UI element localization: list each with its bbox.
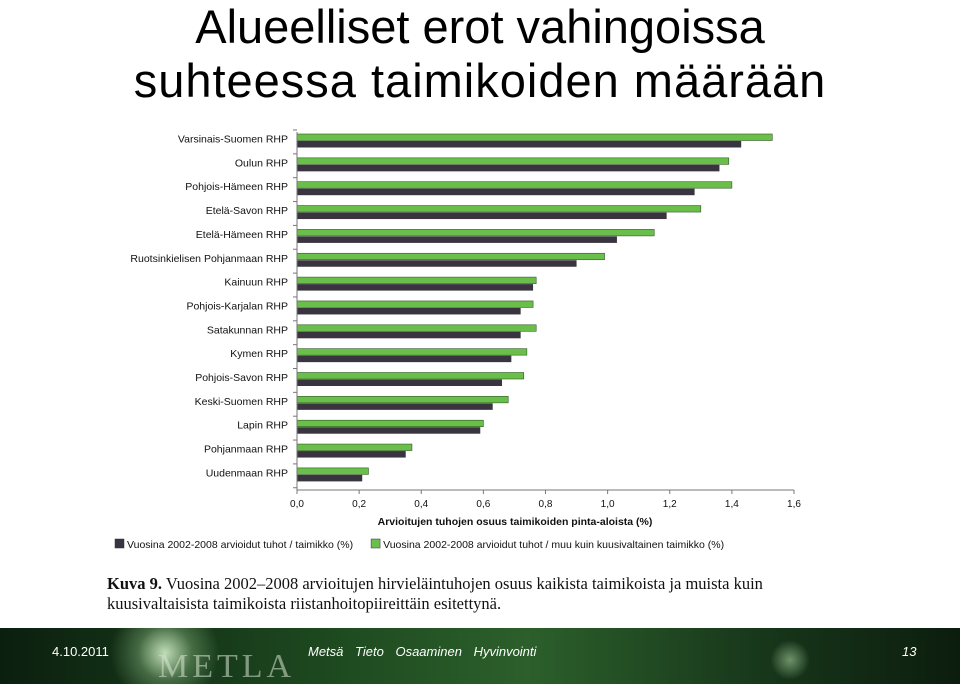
x-tick-label: 0,2	[352, 499, 366, 510]
bar-all-seedling-stands	[297, 164, 720, 172]
category-label: Pohjois-Savon RHP	[195, 372, 288, 384]
category-label: Etelä-Hämeen RHP	[196, 229, 288, 241]
x-tick-label: 1,6	[787, 499, 801, 510]
category-label: Ruotsinkielisen Pohjanmaan RHP	[130, 253, 288, 265]
chart-bars	[296, 133, 773, 482]
category-label: Keski-Suomen RHP	[195, 396, 288, 408]
bar-other-than-spruce	[296, 229, 655, 237]
bar-other-than-spruce	[296, 133, 773, 141]
category-label: Kainuun RHP	[224, 277, 288, 289]
slide-title-line-1: Alueelliset erot vahingoissa	[195, 0, 765, 53]
slide-title: Alueelliset erot vahingoissa suhteessa t…	[0, 0, 960, 126]
legend-swatch	[370, 538, 381, 549]
bar-other-than-spruce	[296, 419, 484, 428]
x-tick-label: 1,2	[663, 499, 677, 510]
legend-label: Vuosina 2002-2008 arvioidut tuhot / taim…	[127, 539, 353, 551]
bar-other-than-spruce	[296, 205, 702, 213]
bar-all-seedling-stands	[297, 451, 406, 458]
footer-tag: Tieto	[355, 644, 384, 659]
x-tick-label: 1,0	[601, 499, 615, 510]
bar-all-seedling-stands	[297, 379, 503, 386]
category-label: Lapin RHP	[237, 420, 288, 432]
caption-text: Vuosina 2002–2008 arvioitujen hirvieläin…	[107, 574, 763, 613]
category-label: Pohjanmaan RHP	[204, 444, 288, 456]
footer-light-decoration	[110, 628, 220, 684]
x-tick-label: 0,6	[476, 499, 490, 510]
footer-light-decoration-small	[770, 640, 810, 680]
x-tick-label: 0,8	[539, 499, 553, 510]
bar-other-than-spruce	[296, 276, 537, 284]
bar-other-than-spruce	[296, 324, 537, 332]
bar-other-than-spruce	[296, 252, 605, 261]
category-label: Varsinais-Suomen RHP	[178, 134, 288, 146]
x-axis-title: Arvioitujen tuhojen osuus taimikoiden pi…	[378, 516, 653, 528]
bar-all-seedling-stands	[297, 403, 493, 410]
bar-all-seedling-stands	[297, 212, 667, 220]
caption-label: Kuva 9.	[107, 574, 163, 593]
bar-all-seedling-stands	[297, 427, 481, 434]
bar-all-seedling-stands	[297, 236, 617, 243]
bar-other-than-spruce	[296, 372, 525, 380]
legend-label: Vuosina 2002-2008 arvioidut tuhot / muu …	[383, 539, 724, 551]
slide-title-line-2: suhteessa taimikoiden määrään	[133, 54, 827, 107]
category-label: Uudenmaan RHP	[206, 467, 288, 479]
footer-tag: Hyvinvointi	[473, 644, 537, 659]
bar-all-seedling-stands	[297, 284, 534, 291]
bar-other-than-spruce	[296, 157, 730, 165]
bar-other-than-spruce	[296, 348, 528, 356]
category-label: Pohjois-Karjalan RHP	[186, 300, 288, 312]
category-label: Pohjois-Hämeen RHP	[185, 181, 288, 193]
bar-all-seedling-stands	[297, 355, 512, 363]
bar-all-seedling-stands	[297, 307, 521, 315]
chart-category-labels: Varsinais-Suomen RHP Oulun RHP Pohjois-Häm…	[130, 134, 288, 480]
bar-all-seedling-stands	[297, 141, 742, 148]
bar-other-than-spruce	[296, 467, 369, 475]
category-label: Kymen RHP	[230, 348, 288, 360]
category-label: Oulun RHP	[235, 157, 288, 169]
bar-all-seedling-stands	[297, 188, 695, 196]
metla-logo: METLA	[158, 648, 296, 684]
legend-swatch	[114, 538, 125, 549]
x-tick-label: 0,4	[414, 499, 428, 510]
bar-chart: Varsinais-Suomen RHP Oulun RHP Pohjois-Häm…	[114, 129, 801, 551]
bar-all-seedling-stands	[297, 331, 521, 339]
category-label: Satakunnan RHP	[207, 324, 288, 336]
footer-tag: Osaaminen	[395, 644, 462, 659]
bar-other-than-spruce	[296, 181, 733, 189]
footer-bar: 4.10.2011 METLA Metsä Tieto Osaaminen Hy…	[0, 628, 960, 684]
chart-legend: Vuosina 2002-2008 arvioidut tuhot / taim…	[114, 538, 724, 551]
footer-tagline: Metsä Tieto Osaaminen Hyvinvointi	[308, 644, 544, 659]
bar-all-seedling-stands	[297, 474, 363, 482]
x-tick-label: 1,4	[725, 499, 739, 510]
category-label: Etelä-Savon RHP	[206, 205, 288, 217]
bar-other-than-spruce	[296, 443, 413, 451]
footer-tag: Metsä	[308, 644, 344, 659]
chart-axis: 0,0 0,2 0,4 0,6 0,8 1,0 1,2 1,4 1,6	[290, 129, 801, 510]
footer-date: 4.10.2011	[52, 644, 109, 659]
figure-caption: Kuva 9. Vuosina 2002–2008 arvioitujen hi…	[107, 574, 867, 614]
x-tick-label: 0,0	[290, 499, 304, 510]
bar-other-than-spruce	[296, 300, 534, 308]
bar-all-seedling-stands	[297, 260, 577, 267]
bar-other-than-spruce	[296, 396, 509, 404]
page-number: 13	[902, 644, 917, 659]
